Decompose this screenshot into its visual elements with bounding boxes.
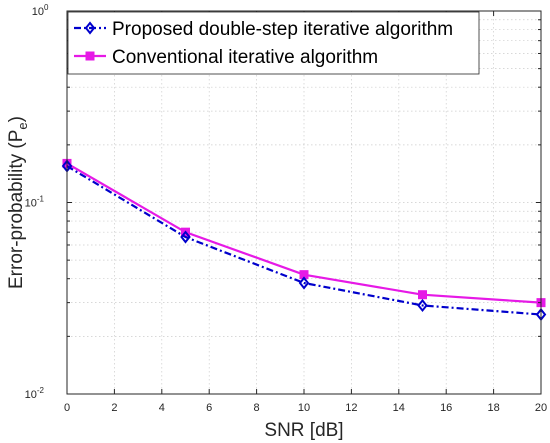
legend-label: Proposed double-step iterative algorithm: [112, 19, 453, 40]
x-tick-label: 6: [206, 402, 212, 414]
legend-box: [67, 11, 480, 75]
x-tick-label: 18: [487, 402, 499, 414]
y-tick-label: 100: [32, 3, 49, 18]
x-tick-label: 2: [111, 402, 117, 414]
y-axis-label: Error-probability (Pe): [6, 116, 30, 289]
x-tick-label: 0: [64, 402, 70, 414]
x-tick-label: 10: [298, 402, 310, 414]
legend-marker: [85, 51, 95, 61]
axis-ticks: 0 2 4 6 8 10 12 14 16 18 20 10-2 10-1 100: [25, 3, 548, 414]
legend-item: Conventional iterative algorithm: [74, 47, 378, 68]
y-tick-label: 10-2: [25, 386, 45, 401]
y-tick-label: 10-1: [25, 195, 45, 210]
y-axis-label-main: Error-probability (P: [6, 130, 27, 289]
x-tick-label: 16: [440, 402, 452, 414]
data-point: [418, 290, 427, 300]
data-point: [417, 298, 428, 313]
legend-marker: [84, 21, 96, 35]
data-point: [180, 230, 191, 244]
legend: Proposed double-step iterative algorithm…: [67, 11, 480, 75]
series-line: [66, 165, 542, 316]
x-tick-label: 12: [345, 402, 357, 414]
series-conventional: [62, 158, 546, 308]
legend-label: Conventional iterative algorithm: [112, 47, 378, 68]
y-axis-label-subscript: e: [15, 122, 30, 129]
y-axis-label-close: ): [6, 116, 27, 122]
x-tick-label: 4: [159, 402, 165, 414]
x-tick-label: 20: [535, 402, 547, 414]
x-axis-label: SNR [dB]: [264, 420, 343, 441]
x-tick-label: 8: [254, 402, 260, 414]
legend-item: Proposed double-step iterative algorithm: [74, 19, 453, 40]
x-tick-label: 14: [393, 402, 405, 414]
data-point: [298, 276, 310, 290]
